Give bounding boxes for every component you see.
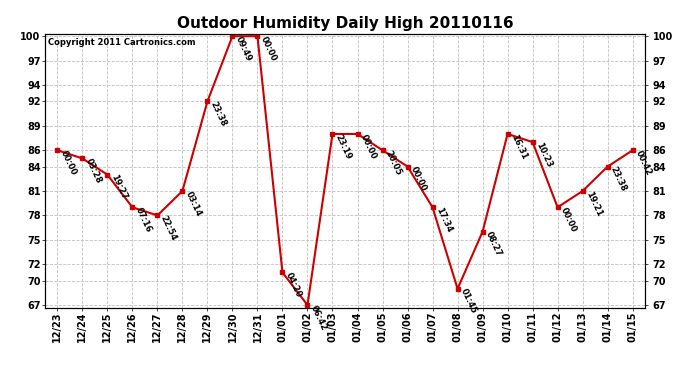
- Text: 03:14: 03:14: [184, 190, 204, 217]
- Title: Outdoor Humidity Daily High 20110116: Outdoor Humidity Daily High 20110116: [177, 16, 513, 31]
- Text: 17:34: 17:34: [434, 206, 453, 234]
- Text: 20:05: 20:05: [384, 149, 404, 177]
- Text: 19:21: 19:21: [584, 190, 604, 217]
- Text: 08:27: 08:27: [484, 230, 503, 258]
- Text: 00:42: 00:42: [634, 149, 653, 177]
- Text: 09:49: 09:49: [234, 35, 253, 63]
- Text: Copyright 2011 Cartronics.com: Copyright 2011 Cartronics.com: [48, 38, 195, 47]
- Text: 23:38: 23:38: [609, 165, 629, 193]
- Text: 23:19: 23:19: [334, 133, 353, 160]
- Text: 22:54: 22:54: [159, 214, 178, 242]
- Text: 19:27: 19:27: [109, 173, 128, 201]
- Text: 00:00: 00:00: [259, 35, 278, 63]
- Text: 00:00: 00:00: [359, 133, 378, 160]
- Text: 07:16: 07:16: [134, 206, 153, 234]
- Text: 06:42: 06:42: [309, 304, 328, 332]
- Text: 10:23: 10:23: [534, 141, 553, 169]
- Text: 00:00: 00:00: [59, 149, 78, 177]
- Text: 03:28: 03:28: [83, 157, 103, 185]
- Text: 01:45: 01:45: [459, 287, 478, 315]
- Text: 00:00: 00:00: [409, 165, 428, 193]
- Text: 16:31: 16:31: [509, 133, 529, 160]
- Text: 23:38: 23:38: [209, 100, 228, 128]
- Text: 00:00: 00:00: [559, 206, 578, 234]
- Text: 04:20: 04:20: [284, 271, 304, 299]
